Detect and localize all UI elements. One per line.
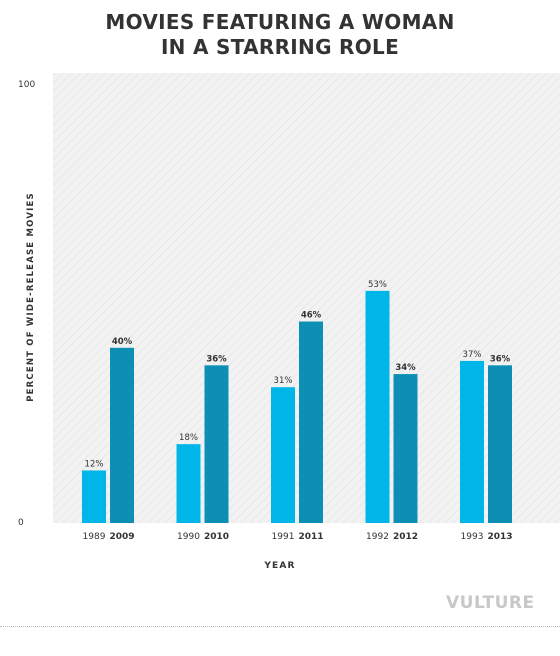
x-tick-label-1993: 1993	[461, 532, 484, 542]
bar-1990	[176, 444, 201, 523]
x-tick-label-1991: 1991	[272, 532, 295, 542]
bar-1992	[365, 290, 390, 523]
data-label-1992: 53%	[368, 280, 387, 290]
data-label-1990: 18%	[179, 433, 198, 443]
data-label-1993: 37%	[463, 350, 482, 360]
chart-title-line-1: MOVIES FEATURING A WOMAN	[105, 10, 455, 34]
vulture-logo: VULTURE	[446, 593, 535, 613]
bar-2009	[110, 347, 134, 523]
bottom-divider	[0, 626, 560, 627]
x-tick-label-2010: 2010	[204, 532, 229, 542]
y-tick-label-0: 0	[18, 518, 24, 528]
chart-title-line-2: IN A STARRING ROLE	[160, 35, 400, 59]
data-label-2013: 36%	[490, 354, 511, 364]
bar-1991	[271, 387, 295, 523]
bar-1993	[460, 360, 484, 523]
x-tick-label-1990: 1990	[177, 532, 200, 542]
y-axis-label: PERCENT OF WIDE-RELEASE MOVIES	[26, 192, 36, 402]
data-label-2012: 34%	[395, 363, 416, 373]
data-label-2009: 40%	[112, 337, 133, 347]
y-tick-label-100: 100	[18, 80, 36, 90]
bar-2012	[393, 374, 418, 523]
bar-series: 12% 1989 40% 2009 18% 1990 36% 2010 31% 1991 46% 20…	[82, 280, 513, 542]
x-tick-label-1989: 1989	[83, 532, 106, 542]
x-tick-label-2012: 2012	[393, 532, 418, 542]
data-label-1989: 12%	[85, 459, 104, 469]
bar-2010	[204, 365, 229, 523]
chart-title: MOVIES FEATURING A WOMAN IN A STARRING R…	[0, 10, 560, 60]
x-tick-label-2009: 2009	[109, 532, 134, 542]
bar-2013	[488, 365, 512, 523]
x-axis-label: YEAR	[264, 561, 296, 571]
x-tick-label-1992: 1992	[366, 532, 389, 542]
x-tick-label-2013: 2013	[487, 532, 512, 542]
bar-2011	[299, 321, 323, 523]
data-label-1991: 31%	[274, 376, 293, 386]
data-label-2011: 46%	[301, 311, 322, 321]
data-label-2010: 36%	[206, 354, 227, 364]
x-tick-label-2011: 2011	[298, 532, 323, 542]
bar-1989	[82, 470, 106, 523]
